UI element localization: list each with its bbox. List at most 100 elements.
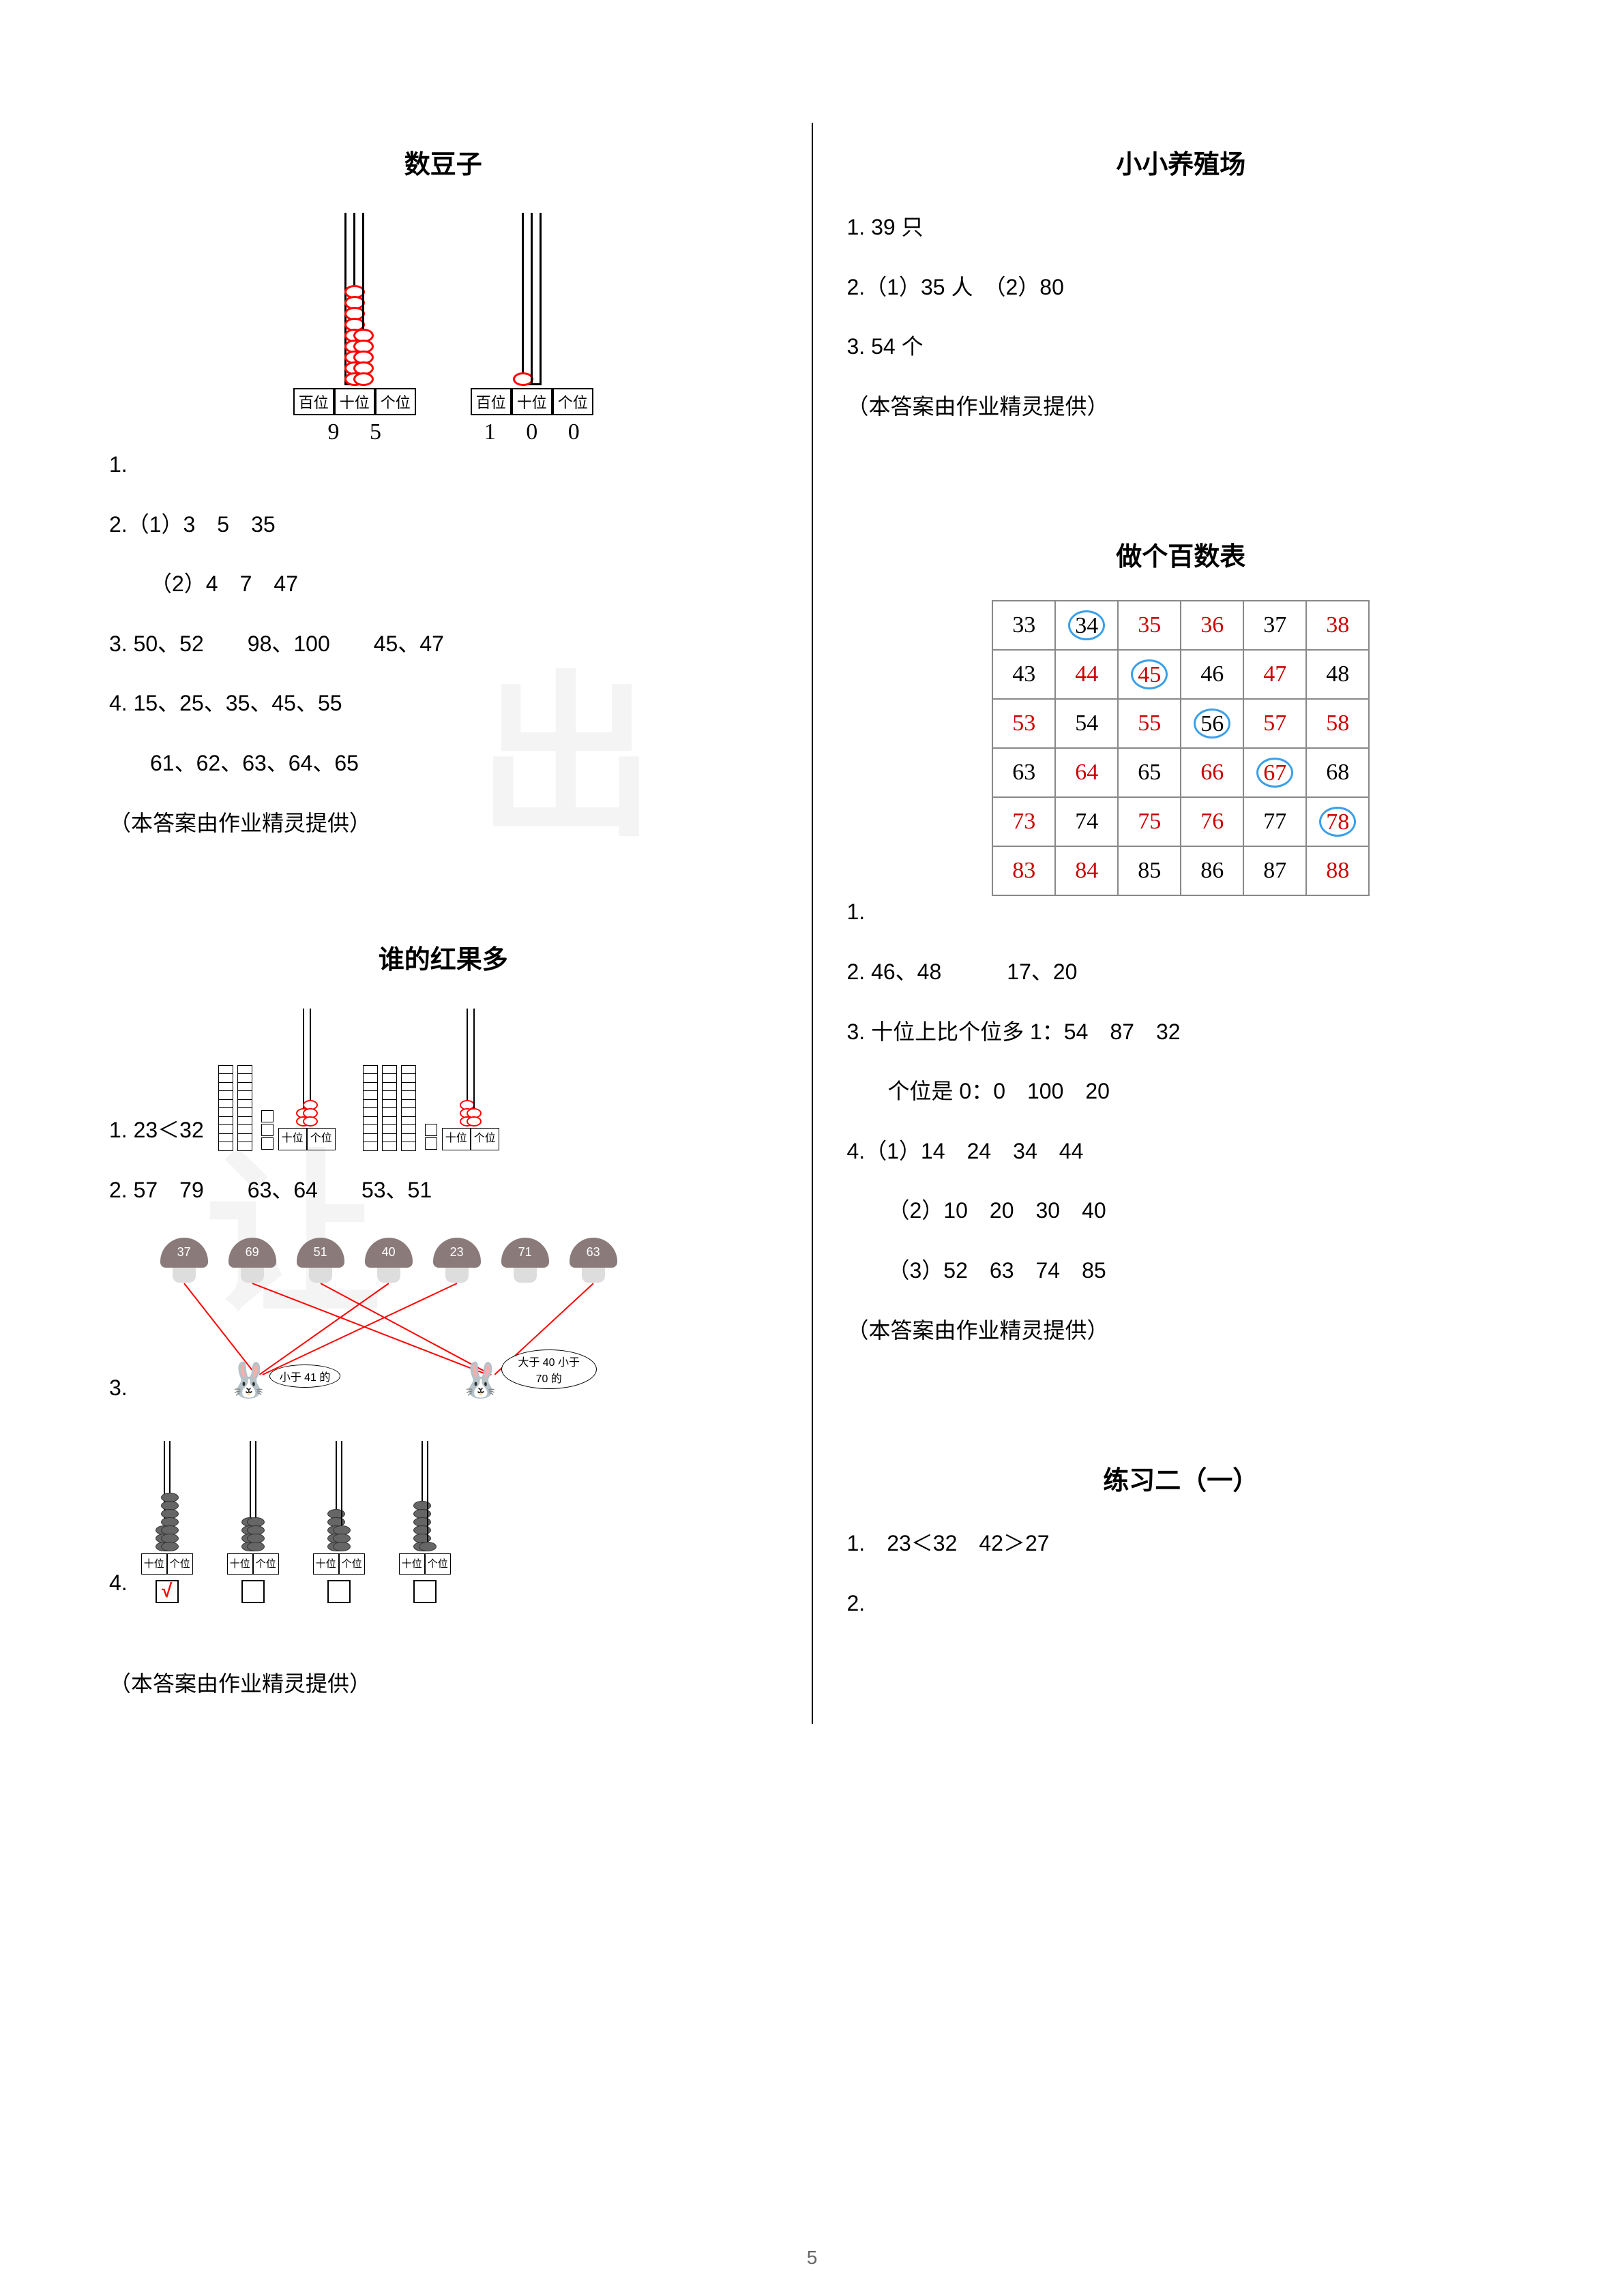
footer-note: （本答案由作业精灵提供） [847, 1311, 1516, 1351]
bead [353, 372, 374, 386]
table-cell: 84 [1055, 846, 1118, 895]
connection-line [262, 1283, 457, 1375]
hundred-table: 3334353637384344454647485354555657586364… [992, 600, 1370, 896]
abacus-number: 1 0 0 [472, 419, 592, 445]
page-number: 5 [807, 2247, 818, 2269]
mini-abacus-row: 十位个位十位个位 [218, 1003, 499, 1150]
speech-bubble: 小于 41 的 [269, 1365, 341, 1388]
answer-line: 2. [847, 1584, 1516, 1624]
abacus-small: 十位个位 [313, 1435, 365, 1603]
table-cell: 46 [1181, 650, 1243, 699]
speech-bubble: 大于 40 小于 70 的 [501, 1350, 597, 1389]
q-label: 4. [109, 1564, 128, 1603]
answer-line: 3. 54 个 [847, 327, 1516, 367]
table-cell: 43 [992, 650, 1055, 699]
table-cell: 57 [1243, 699, 1306, 748]
answer-line: 1. 23＜32 十位个位十位个位 [109, 1003, 778, 1150]
table-cell: 55 [1118, 699, 1181, 748]
q-label: 1. [109, 445, 778, 485]
answer-line: 2. 57 79 63、64 53、51 [109, 1171, 778, 1210]
answer-line: 2. 46、48 17、20 [847, 953, 1516, 992]
answer-line: 个位是 0：0 100 20 [847, 1072, 1516, 1112]
section-title: 数豆子 [109, 143, 778, 181]
mushroom-item: 23 [433, 1238, 481, 1283]
checkbox: √ [156, 1580, 179, 1603]
match-diagram: 37695140237163🐰小于 41 的🐰大于 40 小于 70 的 [140, 1238, 631, 1415]
abacus-small: 十位个位 [227, 1435, 279, 1603]
table-cell: 88 [1306, 846, 1369, 895]
section-title: 谁的红果多 [109, 938, 778, 976]
checkbox [241, 1580, 265, 1603]
bead [513, 372, 533, 386]
abacus: 百位十位个位9 5 [293, 208, 416, 445]
place-label: 个位 [375, 388, 416, 415]
answer-line: 1. 23＜32 42＞27 [847, 1524, 1516, 1564]
answer-line: 4. 十位个位√十位个位十位个位十位个位 [109, 1435, 778, 1603]
page-columns: 数豆子 百位十位个位9 5百位十位个位1 0 0 1. 2.（1）3 5 35 … [82, 123, 1542, 1724]
q-label: 3. [109, 1369, 128, 1408]
table-cell: 53 [992, 699, 1055, 748]
table-cell: 78 [1306, 797, 1369, 846]
table-cell: 77 [1243, 797, 1306, 846]
table-cell: 73 [992, 797, 1055, 846]
abacus: 百位十位个位1 0 0 [471, 208, 593, 445]
answer-line: 4.（1）14 24 34 44 [847, 1132, 1516, 1172]
abacus-number: 9 5 [315, 419, 394, 445]
place-label: 百位 [471, 388, 512, 415]
table-cell: 64 [1055, 748, 1118, 797]
table-cell: 48 [1306, 650, 1369, 699]
abacus-row: 百位十位个位9 5百位十位个位1 0 0 [109, 208, 778, 445]
table-cell: 37 [1243, 601, 1306, 650]
table-cell: 54 [1055, 699, 1118, 748]
answer-line: 61、62、63、64、65 [109, 744, 778, 784]
table-cell: 67 [1243, 748, 1306, 797]
table-cell: 87 [1243, 846, 1306, 895]
place-label: 十位 [512, 388, 552, 415]
answer-line: （3）52 63 74 85 [847, 1251, 1516, 1291]
table-cell: 45 [1118, 650, 1181, 699]
footer-note: （本答案由作业精灵提供） [109, 1665, 778, 1704]
table-cell: 65 [1118, 748, 1181, 797]
abacus-small: 十位个位√ [141, 1435, 193, 1603]
table-cell: 35 [1118, 601, 1181, 650]
table-cell: 85 [1118, 846, 1181, 895]
rabbit-icon: 🐰 [454, 1360, 508, 1415]
q1-text: 1. 23＜32 [109, 1118, 204, 1142]
table-cell: 83 [992, 846, 1055, 895]
table-cell: 38 [1306, 601, 1369, 650]
footer-note: （本答案由作业精灵提供） [109, 804, 778, 844]
q4-abacus-row: 十位个位√十位个位十位个位十位个位 [141, 1435, 451, 1603]
table-cell: 76 [1181, 797, 1243, 846]
rabbit-icon: 🐰 [222, 1360, 276, 1415]
q-label: 1. [847, 893, 1516, 932]
table-cell: 66 [1181, 748, 1243, 797]
answer-line: 2.（1）35 人 （2）80 [847, 268, 1516, 308]
mushroom-item: 69 [228, 1238, 276, 1283]
answer-line: 3. 50、52 98、100 45、47 [109, 625, 778, 664]
table-cell: 74 [1055, 797, 1118, 846]
table-cell: 44 [1055, 650, 1118, 699]
section-title: 做个百数表 [847, 535, 1516, 573]
answer-line: （2）4 7 47 [109, 565, 778, 604]
table-cell: 34 [1055, 601, 1118, 650]
answer-line: （2）10 20 30 40 [847, 1191, 1516, 1231]
mushroom-item: 37 [160, 1238, 208, 1283]
left-column: 数豆子 百位十位个位9 5百位十位个位1 0 0 1. 2.（1）3 5 35 … [82, 123, 805, 1724]
mushroom-item: 40 [365, 1238, 413, 1283]
table-cell: 36 [1181, 601, 1243, 650]
answer-line: 3. 十位上比个位多 1：54 87 32 [847, 1013, 1516, 1052]
table-cell: 86 [1181, 846, 1243, 895]
table-cell: 63 [992, 748, 1055, 797]
checkbox [413, 1580, 437, 1603]
table-cell: 56 [1181, 699, 1243, 748]
abacus-small: 十位个位 [399, 1435, 451, 1603]
mushroom-item: 51 [297, 1238, 344, 1283]
answer-line: 2.（1）3 5 35 [109, 505, 778, 545]
table-cell: 47 [1243, 650, 1306, 699]
table-cell: 68 [1306, 748, 1369, 797]
mushroom-item: 71 [501, 1238, 549, 1283]
table-cell: 75 [1118, 797, 1181, 846]
place-label: 百位 [293, 388, 334, 415]
answer-line: 4. 15、25、35、45、55 [109, 684, 778, 724]
checkbox [327, 1580, 351, 1603]
